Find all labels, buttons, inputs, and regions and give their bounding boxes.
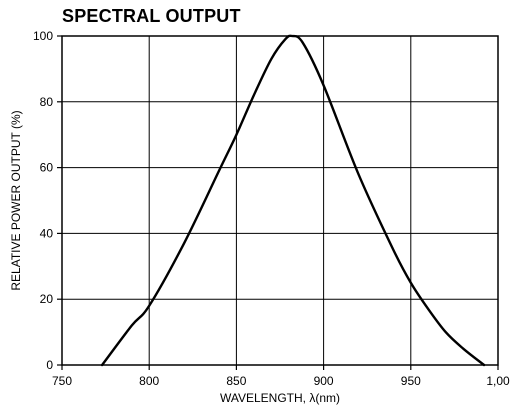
x-tick-label: 1,00 [486,374,510,388]
y-tick-label: 0 [46,358,53,372]
x-axis-ticks: 750 800 850 900 950 1,00 [52,365,510,388]
spectral-curve [100,34,486,367]
plot-frame [61,35,499,366]
y-tick-label: 80 [40,95,54,109]
x-tick-label: 900 [314,374,334,388]
x-tick-label: 950 [401,374,421,388]
y-tick-label: 60 [40,161,54,175]
x-tick-label: 800 [139,374,159,388]
grid-lines [62,36,498,365]
y-tick-label: 100 [33,29,53,43]
y-axis-label: RELATIVE POWER OUTPUT (%) [9,110,23,290]
y-axis-ticks: 0 20 40 60 80 100 [33,29,62,372]
chart-title: SPECTRAL OUTPUT [62,6,241,26]
y-tick-label: 20 [40,292,54,306]
x-tick-label: 750 [52,374,72,388]
x-tick-label: 850 [226,374,246,388]
y-tick-label: 40 [40,226,54,240]
x-axis-label: WAVELENGTH, λ(nm) [220,391,340,405]
